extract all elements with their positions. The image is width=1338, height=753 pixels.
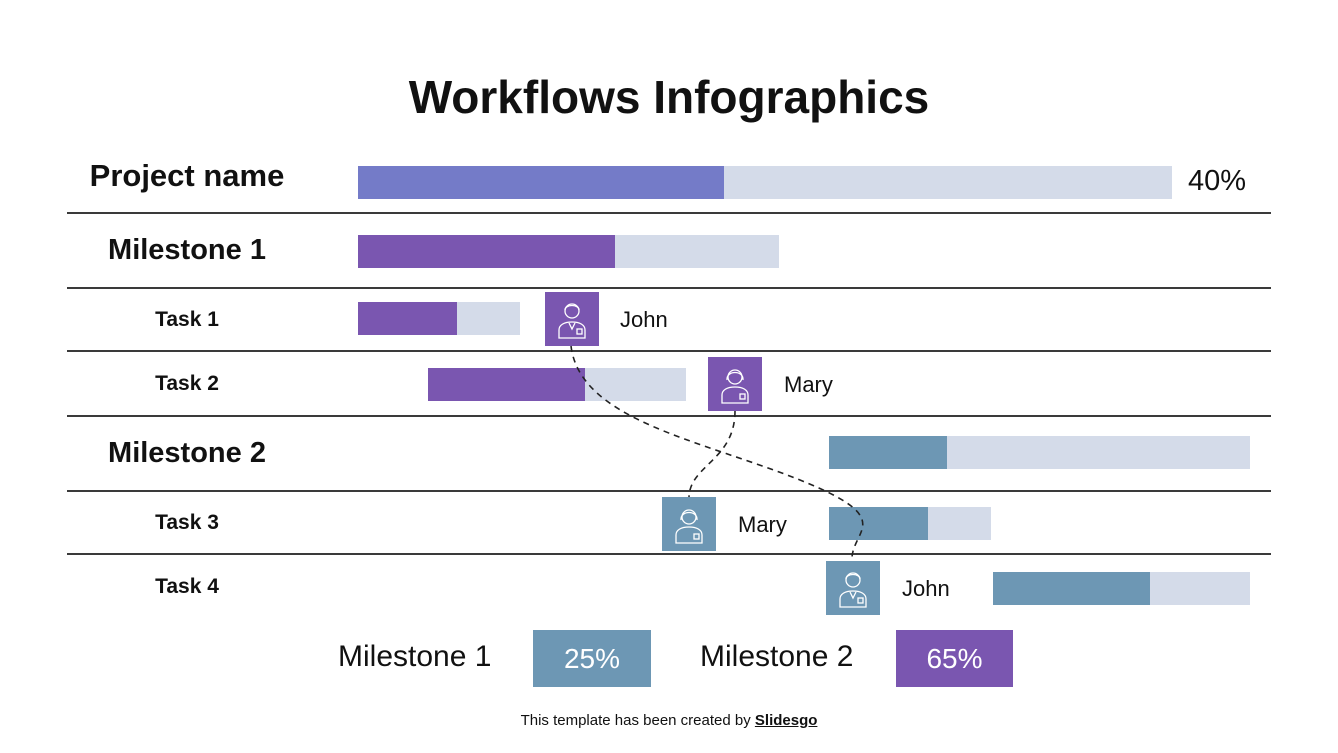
task-4-assignee-name: John: [902, 576, 950, 601]
divider: [67, 350, 1271, 352]
slidesgo-link[interactable]: Slidesgo: [754, 712, 818, 729]
milestone-1-label: Milestone 1: [108, 234, 266, 266]
man-avatar-icon: [839, 572, 867, 608]
milestone-2-fill: [829, 436, 947, 469]
task-3-bar: [829, 507, 991, 540]
summary-milestone-2-label: Milestone 2: [700, 640, 854, 673]
task-4-fill: [993, 572, 1150, 605]
task-3-label: Task 3: [155, 511, 219, 534]
summary-milestone-1-label: Milestone 1: [338, 640, 492, 673]
woman-avatar-icon: [721, 369, 749, 404]
project-name-label: Project name: [89, 158, 285, 193]
divider: [67, 287, 1271, 289]
divider: [67, 212, 1271, 214]
milestone-1-bar: [358, 235, 779, 268]
page-title: Workflows Infographics: [408, 71, 930, 123]
milestone-1-fill: [358, 235, 615, 268]
project-progress-bar: [358, 166, 1172, 199]
task-4-label: Task 4: [155, 575, 219, 598]
task-1-label: Task 1: [155, 308, 219, 331]
project-progress-fill: [358, 166, 725, 199]
task-2-bar: [428, 368, 686, 401]
summary-milestone-1-value: 25%: [533, 630, 651, 687]
project-percent: 40%: [1188, 165, 1247, 197]
task-1-assignee-avatar: [545, 292, 599, 346]
task-2-label: Task 2: [155, 372, 219, 395]
task-4-assignee-avatar: [826, 561, 880, 615]
divider: [67, 490, 1271, 492]
task-2-assignee-avatar: [708, 357, 762, 411]
footer-credit: This template has been created by Slides…: [0, 712, 1338, 729]
milestone-2-label: Milestone 2: [108, 437, 266, 469]
task-4-bar: [993, 572, 1250, 605]
task-1-fill: [358, 302, 457, 335]
woman-avatar-icon: [675, 509, 703, 544]
milestone-2-bar: [829, 436, 1250, 469]
task-3-fill: [829, 507, 928, 540]
man-avatar-icon: [558, 303, 586, 339]
divider: [67, 415, 1271, 417]
task-3-assignee-name: Mary: [738, 512, 787, 537]
summary-milestone-2-value: 65%: [896, 630, 1013, 687]
footer-text: This template has been created by: [520, 712, 755, 729]
task-1-assignee-name: John: [620, 307, 668, 332]
task-2-fill: [428, 368, 586, 401]
task-1-bar: [358, 302, 520, 335]
divider: [67, 553, 1271, 555]
task-3-assignee-avatar: [662, 497, 716, 551]
task-2-assignee-name: Mary: [784, 372, 833, 397]
